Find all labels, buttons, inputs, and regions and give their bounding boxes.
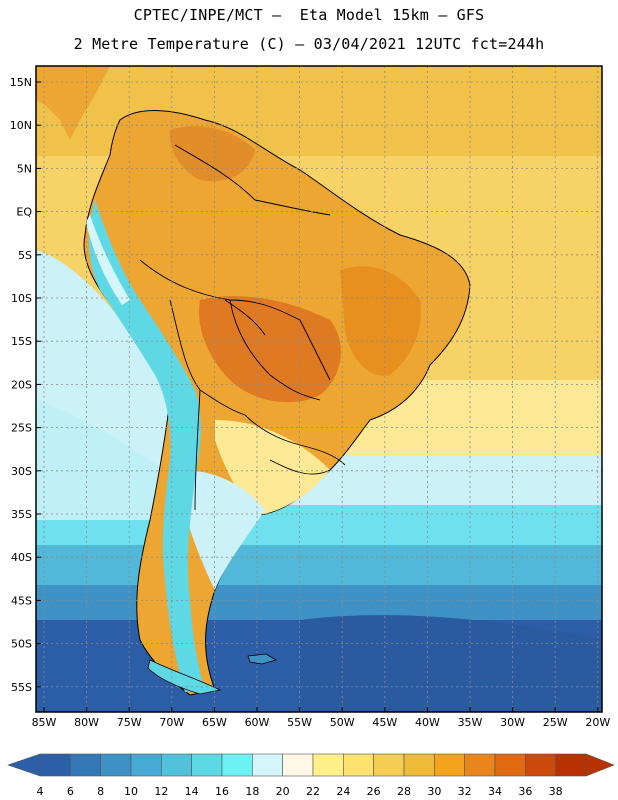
latitude-label: 50S <box>11 638 32 651</box>
latitude-label: 5N <box>17 162 32 175</box>
latitude-label: 35S <box>11 508 32 521</box>
hot-north-region <box>169 126 255 182</box>
colorbar-label: 14 <box>185 785 199 798</box>
latitude-label: 25S <box>11 422 32 435</box>
colorbar-segment <box>39 753 71 777</box>
colorbar-segment <box>70 753 101 777</box>
map-title-line2: 2 Metre Temperature (C) – 03/04/2021 12U… <box>73 35 545 53</box>
cold-ocean-patch <box>300 615 602 712</box>
colorbar-label: 38 <box>549 785 563 798</box>
longitude-label: 75W <box>117 716 142 729</box>
graticule <box>36 66 602 712</box>
latitude-label: 15S <box>11 335 32 348</box>
pampas-pale-land <box>180 470 265 590</box>
colorbar-label: 8 <box>97 785 104 798</box>
colorbar-label: 16 <box>215 785 229 798</box>
colorbar: 4 6 8 10 12 14 16 18 20 22 24 26 28 30 32 34 36 38 <box>7 753 615 798</box>
colorbar-segment <box>403 753 435 777</box>
longitude-label: 30W <box>500 716 525 729</box>
colorbar-segment <box>161 753 192 777</box>
longitude-label: 65W <box>202 716 227 729</box>
falkland-islands <box>247 653 277 665</box>
longitude-label: 40W <box>415 716 440 729</box>
latitude-label: EQ <box>16 206 32 219</box>
latitude-labels: 15N 10N 5N EQ 5S 10S 15S 20S 25S 30S 35S 40S 45S 50S 5… <box>10 76 41 694</box>
colorbar-segment <box>312 753 344 777</box>
longitude-label: 45W <box>372 716 397 729</box>
map-plot-area <box>36 66 602 712</box>
colorbar-segment <box>191 753 223 777</box>
colorbar-segment <box>343 753 374 777</box>
colorbar-label: 4 <box>37 785 44 798</box>
longitude-label: 60W <box>245 716 270 729</box>
colorbar-segment <box>221 753 253 777</box>
longitude-labels: 85W 80W 75W 70W 65W 60W 55W 50W 45W 40W 35W 30W 25W 2… <box>32 707 610 729</box>
colorbar-label: 12 <box>154 785 168 798</box>
latitude-label: 45S <box>11 594 32 607</box>
colorbar-label: 24 <box>336 785 350 798</box>
longitude-label: 80W <box>74 716 99 729</box>
colorbar-segment <box>373 753 405 777</box>
colorbar-label: 30 <box>427 785 441 798</box>
andes-ridge <box>88 200 205 692</box>
longitude-label: 20W <box>585 716 610 729</box>
latitude-label: 20S <box>11 378 32 391</box>
colorbar-segment <box>494 753 526 777</box>
colorbar-segment <box>100 753 132 777</box>
longitude-label: 50W <box>330 716 355 729</box>
colorbar-label: 26 <box>367 785 381 798</box>
latitude-label: 30S <box>11 465 32 478</box>
colorbar-segment <box>130 753 162 777</box>
colorbar-segment <box>555 753 587 777</box>
longitude-label: 35W <box>458 716 483 729</box>
colorbar-label: 34 <box>488 785 502 798</box>
colorbar-label: 6 <box>67 785 74 798</box>
pacific-mild-tongue <box>36 400 165 520</box>
map-title-line1: CPTEC/INPE/MCT – Eta Model 15km – GFS <box>133 6 485 24</box>
longitude-label: 70W <box>159 716 184 729</box>
colorbar-label: 10 <box>124 785 138 798</box>
colorbar-segment <box>525 753 556 777</box>
hot-northeast-region <box>340 266 421 376</box>
tierra-del-fuego <box>147 659 222 695</box>
latitude-label: 15N <box>10 76 32 89</box>
central-america-land <box>36 66 110 140</box>
latitude-label: 55S <box>11 681 32 694</box>
colorbar-label: 32 <box>458 785 472 798</box>
ocean-light-blue-band <box>36 545 602 590</box>
hot-interior-region <box>199 296 341 403</box>
longitude-label: 55W <box>287 716 312 729</box>
colorbar-label: 36 <box>518 785 532 798</box>
colorbar-label: 28 <box>397 785 411 798</box>
longitude-label: 25W <box>543 716 568 729</box>
colorbar-label: 20 <box>276 785 290 798</box>
colorbar-high-arrow <box>585 753 615 777</box>
latitude-label: 40S <box>11 551 32 564</box>
colorbar-label: 22 <box>306 785 320 798</box>
colorbar-segment <box>464 753 496 777</box>
latitude-label: 5S <box>18 249 32 262</box>
longitude-label: 85W <box>32 716 57 729</box>
colorbar-segment <box>282 753 314 777</box>
latitude-label: 10N <box>10 119 32 132</box>
latitude-label: 10S <box>11 292 32 305</box>
colorbar-segment <box>252 753 283 777</box>
colorbar-low-arrow <box>7 753 41 777</box>
colorbar-label: 18 <box>245 785 259 798</box>
andes-pale-edge <box>86 215 130 305</box>
colorbar-segment <box>434 753 465 777</box>
map-frame <box>35 65 603 713</box>
